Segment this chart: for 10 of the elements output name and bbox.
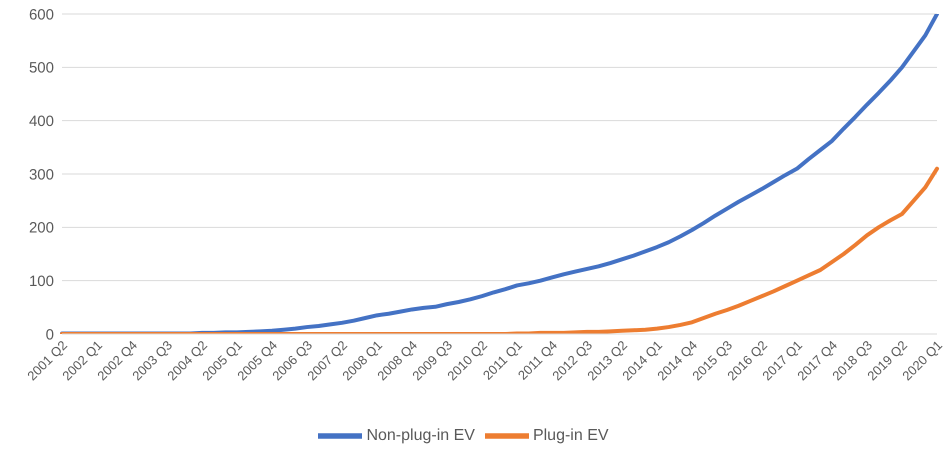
y-tick-label: 0 (46, 326, 54, 344)
y-tick-label: 300 (28, 166, 54, 184)
legend-label: Non-plug-in EV (366, 427, 475, 444)
y-tick-label: 100 (28, 272, 54, 290)
y-tick-label: 400 (28, 112, 54, 130)
y-tick-label: 600 (28, 6, 54, 24)
legend-label: Plug-in EV (532, 427, 609, 444)
line-series (60, 166, 939, 334)
y-tick-label: 200 (28, 220, 54, 237)
y-tick-label: 500 (28, 60, 54, 77)
